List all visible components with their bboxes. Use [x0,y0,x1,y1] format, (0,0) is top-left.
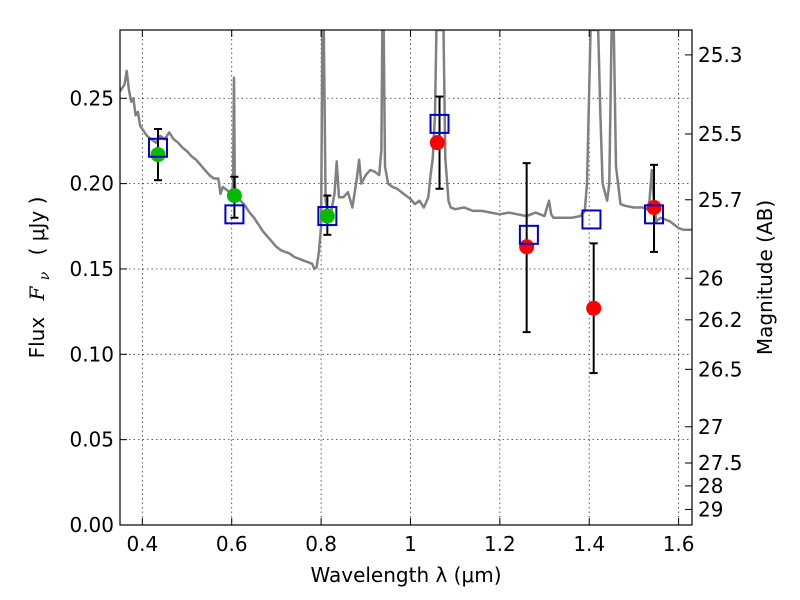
y-tick-label: 0.05 [69,428,114,452]
right-tick-label: 26 [698,266,723,290]
right-tick-label: 28 [698,474,723,498]
x-axis-label: Wavelength λ (μm) [310,563,501,587]
x-tick-label: 0.6 [216,532,248,556]
red-point [646,200,662,216]
x-tick-label: 0.4 [126,532,158,556]
green-point [319,208,335,224]
green-point [150,147,166,163]
y-label-subscript: ν [37,271,53,280]
right-tick-label: 25.7 [698,188,743,212]
right-tick-label: 27 [698,415,723,439]
right-tick-label: 26.2 [698,308,743,332]
plot-frame [119,29,693,526]
y-axis-left-label: Flux F ν ( μJy ) [25,197,54,359]
right-tick-label: 26.5 [698,357,743,381]
x-tick-label: 1.2 [484,532,516,556]
data-markers [147,113,665,316]
x-tick-label: 1.4 [573,532,605,556]
y-tick-label: 0.25 [69,86,114,110]
y-label-text: Flux [25,317,49,359]
y-axis-right-label: Magnitude (AB) [753,200,777,355]
y-label-units: ( μJy ) [25,197,49,256]
svg-text:Flux F ν ( μ: Flux F ν ( μJy ) [25,197,54,359]
model-square-point [317,206,338,227]
y-label-symbol: F [25,285,49,301]
right-tick-label: 29 [698,497,723,521]
plot-area [120,30,692,375]
red-point [586,300,602,316]
y-tick-label: 0.00 [69,513,114,537]
x-tick-label: 1.6 [663,532,695,556]
x-axis: 0.4 0.6 0.8 1 1.2 1.4 1.6 [126,30,695,556]
red-point [519,239,535,255]
error-bars [153,95,659,375]
red-point [429,135,445,151]
model-square-point [224,204,245,225]
model-square-point [429,113,450,134]
green-point [226,188,242,204]
x-tick-label: 1 [404,532,417,556]
x-tick-label: 0.8 [305,532,337,556]
model-square-point [518,224,539,245]
right-tick-label: 25.5 [698,122,743,146]
y-tick-label: 0.10 [69,342,114,366]
grid [120,30,692,525]
right-tick-label: 27.5 [698,451,743,475]
model-square-point [147,137,168,158]
model-square-point [644,204,665,225]
y-tick-label: 0.20 [69,172,114,196]
model-spectrum-line [120,30,692,271]
right-tick-label: 25.3 [698,43,743,67]
y-axis-left: 0.00 0.05 0.10 0.15 0.20 0.25 [69,86,127,537]
y-tick-label: 0.15 [69,257,114,281]
model-square-point [581,209,602,230]
